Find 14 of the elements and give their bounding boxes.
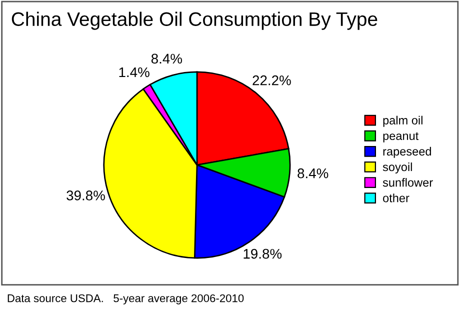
- data-label: 1.4%: [119, 67, 150, 78]
- legend-label: rapeseed: [383, 146, 431, 158]
- legend-label: other: [383, 194, 410, 202]
- legend-label: sunflower: [382, 178, 433, 187]
- legend-label: palm oil: [383, 116, 422, 127]
- legend-label: soyoil: [382, 162, 412, 174]
- chart-title: China Vegetable Oil Consumption By Type: [12, 12, 378, 30]
- legend-label: peanut: [383, 132, 419, 142]
- data-label: 8.4%: [151, 54, 182, 64]
- data-label: 39.8%: [66, 190, 105, 200]
- data-label: 19.8%: [244, 248, 282, 259]
- data-label: 8.4%: [298, 168, 328, 178]
- source-note: Data source USDA. 5-year average 2006-2010: [8, 294, 244, 304]
- data-label: 22.2%: [252, 75, 291, 86]
